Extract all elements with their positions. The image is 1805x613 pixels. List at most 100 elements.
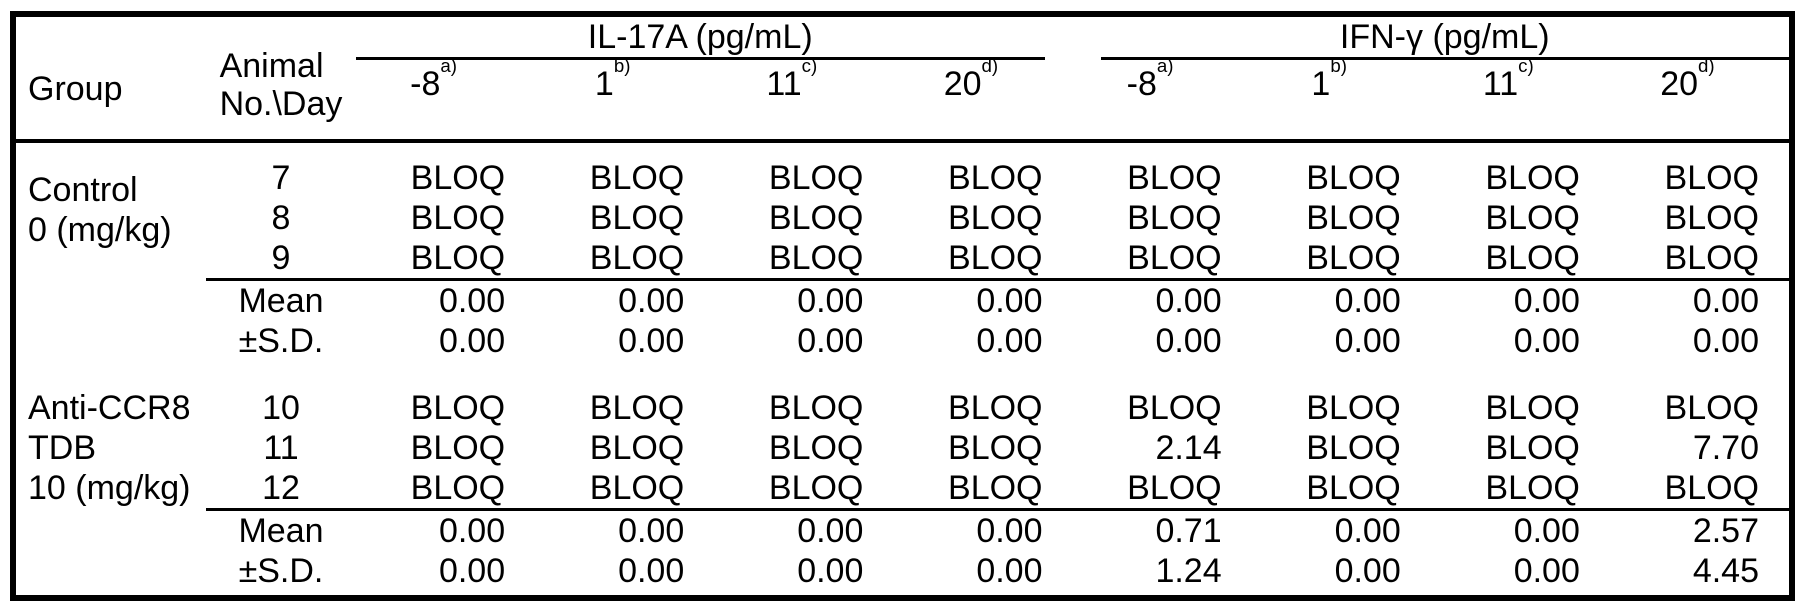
animal-id: 11 <box>263 429 299 467</box>
day-header: 11c) <box>714 57 894 143</box>
day-header: 20d) <box>893 57 1073 143</box>
value-cell: 0.00 <box>438 322 506 360</box>
value-cell: BLOQ <box>1127 389 1222 427</box>
value-cell: BLOQ <box>589 389 685 427</box>
spanner-row: Group Animal No.\Day IL-17A (pg/mL) IFN-… <box>16 17 1789 143</box>
animal-id: 8 <box>271 199 291 237</box>
value-cell: BLOQ <box>768 389 864 427</box>
value-cell: BLOQ <box>1485 239 1580 277</box>
value-cell: BLOQ <box>1664 389 1759 427</box>
footnote-marker: b) <box>613 55 631 77</box>
animal-id: 7 <box>271 159 291 197</box>
value-cell: BLOQ <box>1127 199 1222 237</box>
value-cell: BLOQ <box>1306 389 1401 427</box>
value-cell: 0.00 <box>1430 508 1610 551</box>
footnote-marker: b) <box>1330 55 1347 77</box>
table-row: Control 0 (mg/kg) 7 BLOQ BLOQ BLOQ BLOQ … <box>16 158 1789 249</box>
spacer-row <box>16 361 1789 388</box>
value-cell: BLOQ <box>1485 199 1580 237</box>
value-cell: 0.00 <box>356 278 536 321</box>
value-cell: 7.70 <box>1692 429 1759 467</box>
sd-row: ±S.D. 0.00 0.00 0.00 0.00 0.00 0.00 0.00… <box>16 321 1789 361</box>
sd-row: ±S.D. 0.00 0.00 0.00 0.00 1.24 0.00 0.00… <box>16 551 1789 591</box>
value-cell: 0.00 <box>1430 278 1610 321</box>
value-cell: BLOQ <box>589 199 685 237</box>
value-cell: 0.00 <box>356 508 536 551</box>
mean-row: Mean 0.00 0.00 0.00 0.00 0.71 0.00 0.00 … <box>16 508 1789 551</box>
table-frame: Group Animal No.\Day IL-17A (pg/mL) IFN-… <box>10 11 1795 601</box>
value-cell: BLOQ <box>768 239 864 277</box>
value-cell: 0.00 <box>714 508 894 551</box>
value-cell: BLOQ <box>948 159 1043 197</box>
value-cell: 0.00 <box>535 278 715 321</box>
value-cell: 0.00 <box>714 278 894 321</box>
value-cell: 0.00 <box>618 322 685 360</box>
value-cell: 0.00 <box>1513 552 1580 590</box>
value-cell: 0.00 <box>1251 278 1431 321</box>
group-label-control: Control 0 (mg/kg) <box>16 158 206 361</box>
value-cell: BLOQ <box>410 199 506 237</box>
table-row: Anti-CCR8 TDB 10 (mg/kg) 10 BLOQ BLOQ BL… <box>16 388 1789 507</box>
group-label-line: Control <box>28 171 138 209</box>
value-cell: BLOQ <box>410 469 506 507</box>
value-cell: BLOQ <box>410 389 506 427</box>
value-cell: BLOQ <box>948 199 1043 237</box>
value-cell: 0.00 <box>893 508 1073 551</box>
day-header: -8a) <box>1072 57 1252 143</box>
value-cell: 2.57 <box>1609 508 1789 551</box>
il17a-spanner: IL-17A (pg/mL) <box>356 17 1045 60</box>
value-cell: BLOQ <box>948 389 1043 427</box>
spacer-row <box>16 141 1789 158</box>
value-cell: 0.71 <box>1072 508 1252 551</box>
stat-label: Mean <box>206 508 356 551</box>
value-cell: 0.00 <box>1513 322 1580 360</box>
value-cell: BLOQ <box>589 429 685 467</box>
animal-day-column-header: Animal No.\Day <box>206 17 356 143</box>
table-row: 11 BLOQ BLOQ BLOQ BLOQ 2.14 BLOQ BLOQ 7.… <box>16 428 1789 468</box>
value-cell: BLOQ <box>410 239 506 277</box>
value-cell: 0.00 <box>976 322 1043 360</box>
day-header: 1b) <box>1251 57 1431 143</box>
footnote-marker: a) <box>440 55 457 77</box>
table-row: 12 BLOQ BLOQ BLOQ BLOQ BLOQ BLOQ BLOQ BL… <box>16 468 1789 510</box>
value-cell: BLOQ <box>768 469 864 507</box>
group-label-line: Anti-CCR8 <box>28 389 191 427</box>
day-header: 20d) <box>1609 57 1789 143</box>
value-cell: BLOQ <box>1485 389 1580 427</box>
value-cell: BLOQ <box>410 429 506 467</box>
cytokine-table: Group Animal No.\Day IL-17A (pg/mL) IFN-… <box>16 17 1789 591</box>
stat-label: ±S.D. <box>238 322 324 360</box>
group-label-anti-ccr8: Anti-CCR8 TDB 10 (mg/kg) <box>16 388 206 591</box>
value-cell: 0.00 <box>1609 278 1789 321</box>
value-cell: BLOQ <box>1306 469 1401 507</box>
group-column-header: Group <box>16 17 206 143</box>
animal-day-line2: No.\Day <box>219 84 343 123</box>
group-label-line: TDB <box>28 429 96 467</box>
value-cell: BLOQ <box>1485 159 1580 197</box>
value-cell: BLOQ <box>768 429 864 467</box>
stat-label: ±S.D. <box>238 552 324 590</box>
table-row: 8 BLOQ BLOQ BLOQ BLOQ BLOQ BLOQ BLOQ BLO… <box>16 198 1789 238</box>
value-cell: BLOQ <box>948 469 1043 507</box>
footnote-marker: d) <box>981 55 999 77</box>
value-cell: 0.00 <box>797 552 864 590</box>
animal-id: 12 <box>262 469 300 507</box>
value-cell: 0.00 <box>1072 278 1252 321</box>
value-cell: BLOQ <box>948 239 1043 277</box>
value-cell: BLOQ <box>1485 429 1580 467</box>
table-row: 9 BLOQ BLOQ BLOQ BLOQ BLOQ BLOQ BLOQ BLO… <box>16 238 1789 280</box>
value-cell: 1.24 <box>1155 552 1222 590</box>
value-cell: BLOQ <box>768 199 864 237</box>
value-cell: 0.00 <box>1334 552 1401 590</box>
footnote-marker: c) <box>801 55 818 77</box>
value-cell: 2.14 <box>1155 429 1222 467</box>
ifng-spanner: IFN-γ (pg/mL) <box>1100 17 1789 60</box>
value-cell: 0.00 <box>797 322 864 360</box>
value-cell: BLOQ <box>1127 239 1222 277</box>
value-cell: 0.00 <box>535 508 715 551</box>
value-cell: BLOQ <box>1306 199 1401 237</box>
value-cell: BLOQ <box>589 469 685 507</box>
day-header: 1b) <box>535 57 715 143</box>
value-cell: 0.00 <box>1251 508 1431 551</box>
